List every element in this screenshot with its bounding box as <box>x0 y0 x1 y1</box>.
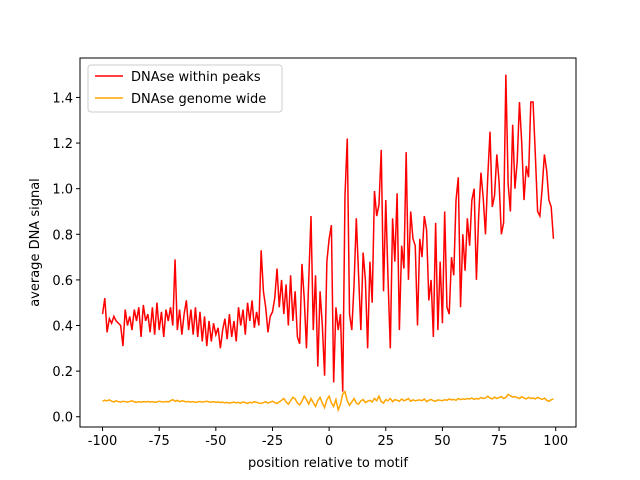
x-tick-label: -100 <box>88 434 118 449</box>
y-tick-label: 0.6 <box>52 274 73 289</box>
y-tick-label: 1.0 <box>52 183 73 198</box>
axes-frame <box>79 57 577 428</box>
y-tick-label: 0.8 <box>52 228 73 243</box>
data-line <box>101 74 555 392</box>
y-tick-label: 1.4 <box>52 91 73 106</box>
x-tick-label: 50 <box>434 434 451 449</box>
x-tick-label: -75 <box>149 434 170 449</box>
y-tick-label: 0.4 <box>52 320 73 335</box>
legend-label: DNAse within peaks <box>131 70 261 85</box>
plot-area <box>101 74 555 413</box>
data-line <box>102 390 554 413</box>
legend-label: DNAse genome wide <box>131 92 266 107</box>
x-axis-label: position relative to motif <box>248 456 408 471</box>
x-tick-label: 75 <box>491 434 508 449</box>
y-tick-label: 1.2 <box>52 137 73 152</box>
legend: DNAse within peaks DNAse genome wide <box>87 64 283 113</box>
y-axis-label: average DNA signal <box>28 178 43 307</box>
y-tick-label: 0.0 <box>52 411 73 426</box>
x-tick-label: -50 <box>205 434 226 449</box>
x-tick-label: 25 <box>378 434 395 449</box>
legend-box <box>87 64 283 113</box>
x-tick-label: -25 <box>262 434 283 449</box>
x-tick-label: 0 <box>325 434 333 449</box>
x-tick-label: 100 <box>543 434 568 449</box>
y-tick-label: 0.2 <box>52 365 73 380</box>
